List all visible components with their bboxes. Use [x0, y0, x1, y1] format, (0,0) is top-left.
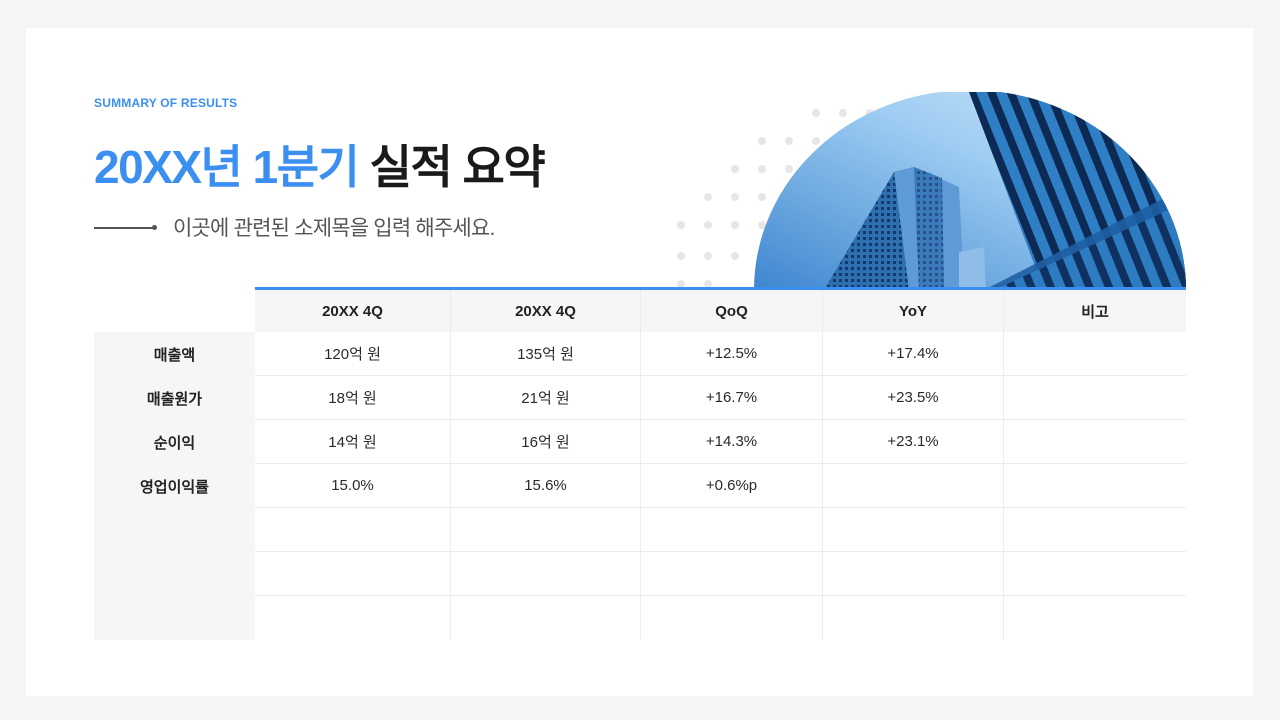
row-label-column — [94, 332, 255, 640]
table-cell — [1003, 552, 1186, 595]
table-cell — [255, 552, 450, 595]
table-cell — [1003, 464, 1186, 507]
table-cell — [255, 596, 450, 640]
table-cell: 16억 원 — [450, 420, 640, 463]
table-row: 120억 원 135억 원 +12.5% +17.4% — [255, 332, 1186, 376]
table-cell: 120억 원 — [324, 346, 381, 363]
row-label: 영업이익률 — [139, 478, 209, 496]
table-header: 20XX 4Q 20XX 4Q QoQ YoY 비고 — [255, 287, 1186, 332]
title-main: 실적 요약 — [369, 141, 546, 193]
table-row: 18억 원 21억 원 +16.7% +23.5% — [255, 376, 1186, 420]
table-row-empty — [255, 552, 1186, 596]
table-cell: 15.0% — [331, 477, 374, 494]
table-cell — [822, 464, 1003, 507]
table-row: 15.0% 15.6% +0.6%p — [255, 464, 1186, 508]
column-header: 비고 — [1003, 290, 1186, 332]
eyebrow-label: SUMMARY OF RESULTS — [94, 96, 238, 110]
building-photo-image — [754, 92, 1186, 290]
table-cell: 14억 원 — [328, 434, 377, 451]
subtitle: 이곳에 관련된 소제목을 입력 해주세요. — [173, 217, 495, 240]
row-label: 순이익 — [153, 434, 196, 452]
column-header: YoY — [822, 290, 1003, 332]
table-cell — [1003, 508, 1186, 551]
column-header: 20XX 4Q — [322, 302, 383, 320]
table-cell: 21억 원 — [450, 376, 640, 419]
table-cell: 18억 원 — [328, 390, 377, 407]
table-cell: +0.6%p — [640, 464, 822, 507]
page-title: 20XX년 1분기 실적 요약 — [94, 138, 546, 196]
table-cell — [1003, 376, 1186, 419]
table-cell: +23.5% — [822, 376, 1003, 419]
subtitle-line-decoration — [94, 227, 155, 229]
table-cell: +14.3% — [640, 420, 822, 463]
table-cell: +23.1% — [822, 420, 1003, 463]
table-row: 14억 원 16억 원 +14.3% +23.1% — [255, 420, 1186, 464]
title-accent: 20XX년 1분기 — [94, 141, 360, 193]
table-cell — [640, 596, 822, 640]
table-cell — [1003, 596, 1186, 640]
table-cell: 15.6% — [450, 464, 640, 507]
table-cell — [450, 552, 640, 595]
table-cell — [450, 596, 640, 640]
table-cell — [450, 508, 640, 551]
table-cell — [822, 508, 1003, 551]
table-cell: 135억 원 — [450, 332, 640, 375]
row-label: 매출원가 — [146, 390, 203, 408]
table-cell — [822, 596, 1003, 640]
table-row-empty — [255, 596, 1186, 640]
table-cell: +17.4% — [822, 332, 1003, 375]
table-cell — [640, 552, 822, 595]
table-cell — [255, 508, 450, 551]
table-cell — [822, 552, 1003, 595]
row-label: 매출액 — [153, 346, 196, 364]
subtitle-dot-decoration — [152, 225, 157, 230]
table-cell — [1003, 332, 1186, 375]
column-header: QoQ — [640, 290, 822, 332]
table-row-empty — [255, 508, 1186, 552]
table-cell — [1003, 420, 1186, 463]
table-cell: +16.7% — [640, 376, 822, 419]
results-table: 20XX 4Q 20XX 4Q QoQ YoY 비고 120억 원 135억 원… — [255, 287, 1186, 640]
table-cell — [640, 508, 822, 551]
table-cell: +12.5% — [640, 332, 822, 375]
column-header: 20XX 4Q — [450, 290, 640, 332]
